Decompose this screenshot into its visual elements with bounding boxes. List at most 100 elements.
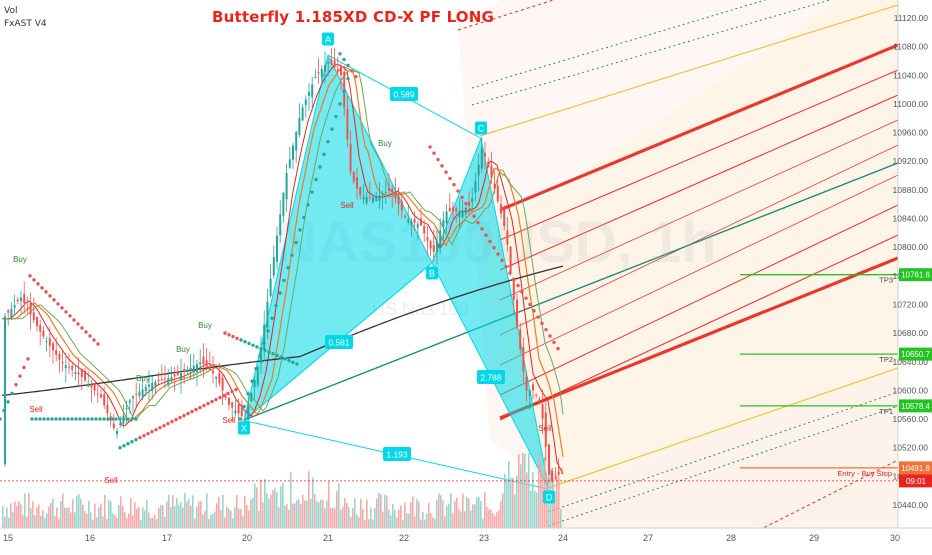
sar-dot	[56, 302, 60, 306]
volume-bar	[428, 502, 430, 528]
volume-bar	[376, 498, 378, 528]
sar-dot	[194, 407, 198, 412]
sar-dot	[174, 417, 178, 422]
indicator-fxast-label[interactable]: FxAST V4	[4, 19, 47, 29]
volume-bar	[250, 499, 252, 528]
sar-dot	[38, 417, 42, 421]
candle-body	[128, 400, 131, 403]
volume-bar	[402, 519, 404, 528]
sar-dot	[464, 201, 468, 206]
candle-body	[407, 219, 410, 223]
candle-body	[71, 365, 74, 370]
candle-body	[135, 393, 138, 395]
volume-bar	[536, 492, 538, 528]
candle-body	[359, 187, 362, 196]
sar-dot	[235, 336, 239, 340]
candle-body	[221, 377, 224, 391]
indicator-vol-label[interactable]: Vol	[4, 6, 18, 16]
volume-bar	[532, 472, 534, 528]
sar-dot	[250, 379, 254, 383]
candle-body	[234, 410, 237, 414]
x-tick-label: 21	[323, 533, 333, 543]
sar-dot	[350, 69, 354, 73]
candle-body	[256, 366, 259, 385]
y-tick-label: 10960.00	[893, 128, 929, 138]
sar-dot	[504, 264, 508, 269]
volume-bar	[222, 494, 224, 528]
sar-dot	[126, 417, 130, 421]
volume-bar	[314, 493, 316, 528]
candle-body	[180, 373, 182, 381]
candle-body	[228, 397, 230, 405]
candle-body	[436, 241, 438, 252]
candle-body	[493, 183, 496, 189]
sar-dot	[182, 413, 186, 418]
y-tick-label: 10600.00	[893, 385, 929, 395]
volume-bar	[558, 465, 560, 528]
sar-dot	[342, 57, 346, 62]
candle-body	[240, 408, 243, 417]
sar-dot	[22, 365, 26, 370]
sar-dot	[314, 177, 318, 182]
sar-dot	[290, 253, 294, 257]
candle-body	[39, 324, 42, 332]
candle-body	[362, 197, 365, 200]
channel-bottom-green-dotted	[547, 391, 898, 513]
sar-dot	[318, 165, 322, 169]
candle-body	[464, 207, 467, 214]
chart-title: Butterfly 1.185XD CD-X PF LONG	[212, 8, 495, 26]
volume-bar	[374, 507, 376, 528]
volume-bar	[8, 517, 10, 528]
candle-body	[394, 192, 397, 199]
sar-dot	[28, 274, 32, 278]
volume-bar	[336, 490, 338, 528]
volume-bar	[354, 498, 356, 528]
sar-dot	[258, 354, 262, 358]
volume-bar	[20, 504, 22, 528]
volume-bar	[134, 502, 136, 528]
candle-body	[20, 297, 22, 302]
candle-body	[311, 84, 314, 98]
candle-body	[333, 60, 336, 68]
volume-bar	[82, 504, 84, 528]
sar-dot	[214, 397, 218, 402]
volume-bar	[488, 509, 490, 528]
volume-bar	[120, 496, 122, 528]
candle-body	[266, 301, 269, 328]
sar-dot	[270, 316, 274, 320]
candle-body	[52, 343, 54, 351]
sar-dot	[267, 350, 271, 354]
candle-body	[352, 171, 355, 182]
sar-dot	[222, 393, 226, 398]
volume-bar	[436, 500, 438, 528]
candle-body	[87, 383, 90, 387]
sar-dot	[86, 417, 90, 421]
volume-bar	[28, 493, 30, 528]
fan-line-3	[499, 119, 898, 301]
x-tick-label: 27	[643, 533, 653, 543]
sar-dot	[548, 334, 552, 338]
x-tick-label: 17	[162, 533, 172, 543]
volume-bar	[444, 516, 446, 528]
volume-bar	[56, 507, 58, 528]
candle-body	[295, 131, 298, 151]
volume-bar	[270, 494, 272, 528]
volume-bar	[60, 500, 62, 528]
candle-body	[282, 192, 285, 217]
volume-bar	[460, 511, 462, 528]
sar-dot	[218, 395, 222, 400]
volume-bar	[490, 509, 492, 528]
candle-body	[381, 193, 384, 196]
sar-dot	[247, 341, 251, 346]
candle-body	[93, 383, 96, 391]
volume-bar	[50, 503, 52, 528]
sar-dot	[282, 278, 286, 283]
y-tick-label: 10560.00	[893, 414, 929, 424]
candle-body	[487, 161, 490, 168]
volume-bar	[272, 490, 274, 528]
y-tick-label: 11000.00	[893, 99, 928, 109]
volume-bar	[298, 499, 300, 528]
volume-bar	[474, 504, 476, 528]
